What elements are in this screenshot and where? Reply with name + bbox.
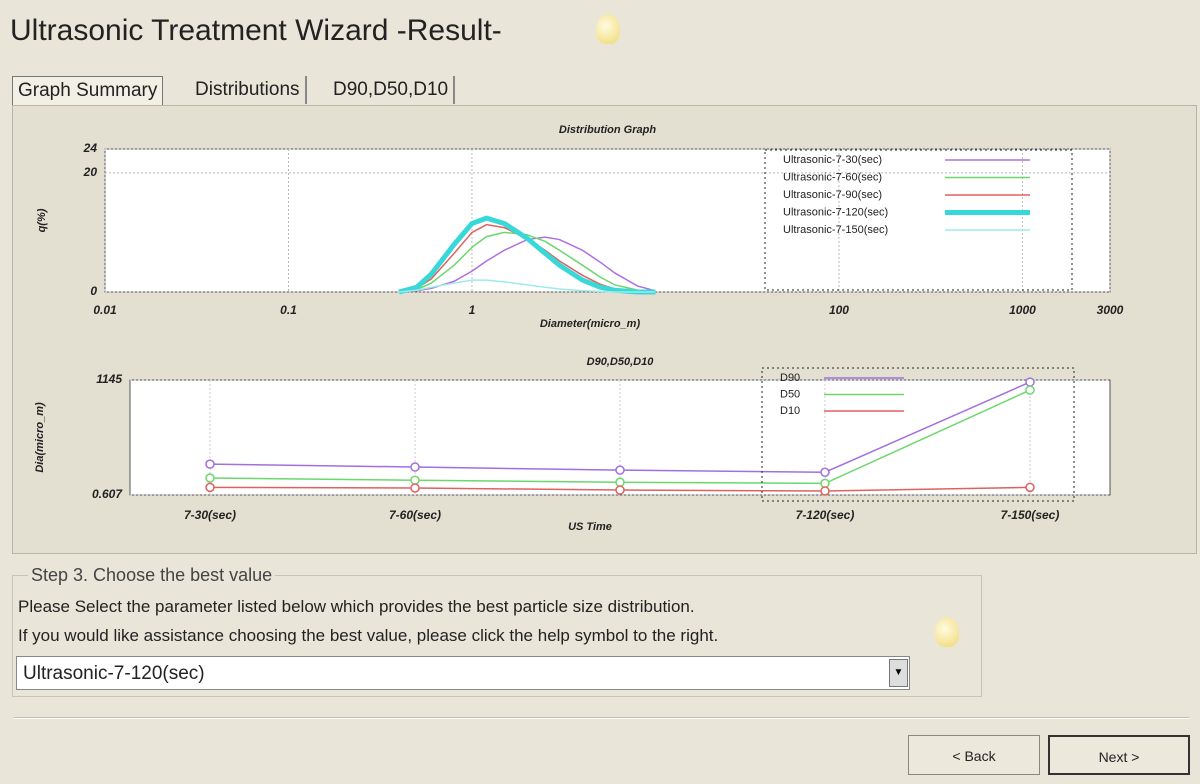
next-button[interactable]: Next > [1048, 735, 1190, 775]
legend-box [761, 367, 1075, 502]
point [615, 485, 625, 495]
separator [14, 717, 1189, 719]
legend-label: Ultrasonic-7-120(sec) [783, 206, 888, 218]
tab[interactable]: Distributions [190, 76, 307, 104]
dropdown-arrow[interactable]: ▼ [889, 659, 908, 687]
point [615, 465, 625, 475]
x-tick-label: 3000 [1097, 303, 1124, 317]
series-line [398, 279, 656, 293]
legend-label: Ultrasonic-7-90(sec) [783, 189, 882, 201]
plot-area [104, 148, 1111, 293]
y-tick-label: 0.607 [92, 487, 123, 501]
legend-label: D10 [780, 405, 800, 417]
chart-title: Distribution Graph [559, 124, 656, 136]
point [205, 473, 215, 483]
help-icon[interactable] [596, 14, 620, 44]
point [615, 477, 625, 488]
point [820, 486, 830, 496]
x-tick-label: 100 [829, 303, 849, 317]
tab[interactable]: D90,D50,D10 [328, 76, 456, 104]
dropdown[interactable]: Ultrasonic-7-120(sec) [16, 656, 910, 690]
y-tick-label: 24 [83, 141, 98, 155]
x-axis-label: US Time [568, 521, 612, 533]
help-icon[interactable] [935, 617, 959, 647]
y-tick-label: 20 [83, 165, 98, 179]
point [205, 459, 215, 469]
point [1025, 385, 1035, 395]
x-tick-label: 7-150(sec) [1001, 508, 1060, 522]
series-line [398, 215, 656, 295]
point [820, 467, 830, 477]
step-group [12, 575, 982, 697]
point [1025, 482, 1035, 493]
series-line [398, 231, 656, 293]
x-tick-label: 0.1 [280, 303, 297, 317]
x-tick-label: 7-120(sec) [796, 508, 855, 522]
legend-box [764, 149, 1073, 291]
wizard-title: Ultrasonic Treatment Wizard -Result- [10, 14, 502, 47]
legend-label: Ultrasonic-7-60(sec) [783, 171, 882, 183]
y-tick-label: 1145 [96, 372, 122, 386]
point [1025, 377, 1035, 387]
point [205, 482, 215, 493]
legend-label: D50 [780, 388, 800, 400]
y-axis-label: q(%) [36, 208, 48, 232]
point [410, 462, 420, 472]
x-tick-label: 1 [469, 303, 476, 317]
x-tick-label: 0.01 [93, 303, 117, 317]
back-button[interactable]: < Back [908, 735, 1040, 775]
legend-label: Ultrasonic-7-150(sec) [783, 224, 888, 236]
point [410, 475, 420, 485]
step-legend: Step 3. Choose the best value [28, 565, 276, 586]
charts: Distribution Graph Diameter(micro_m) q(%) 0… [34, 124, 1124, 533]
x-axis-label: Diameter(micro_m) [540, 318, 641, 330]
x-tick-label: 7-60(sec) [389, 508, 441, 522]
x-tick-label: 1000 [1009, 303, 1036, 317]
y-axis-label: Dia(micro_m) [34, 402, 46, 473]
instruction: Please Select the parameter listed below… [18, 597, 695, 616]
point [410, 483, 420, 493]
point [820, 478, 830, 489]
y-tick-label: 0 [90, 284, 97, 298]
chart-title: D90,D50,D10 [587, 356, 655, 368]
legend-label: Ultrasonic-7-30(sec) [783, 154, 882, 166]
instruction: If you would like assistance choosing th… [18, 626, 719, 645]
legend-label: D90 [780, 372, 800, 384]
x-tick-label: 7-30(sec) [184, 508, 236, 522]
